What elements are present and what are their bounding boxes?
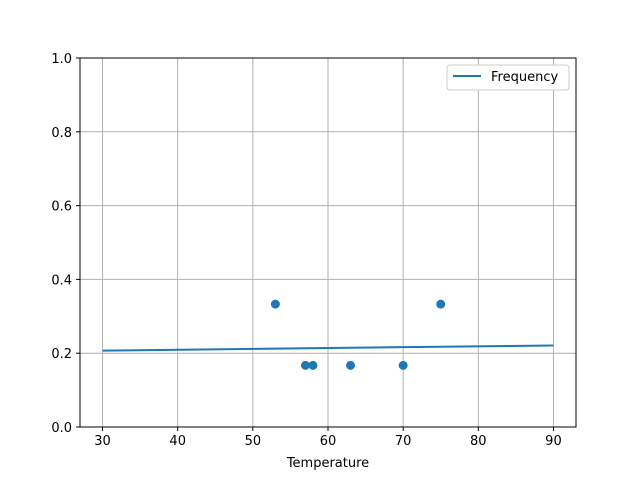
legend: Frequency <box>446 64 570 91</box>
scatter-point <box>346 360 356 370</box>
grid <box>80 57 576 428</box>
ticks: 30 40 50 60 70 80 90 0.0 0.2 0.4 0.6 0.8 1.0 <box>51 52 561 449</box>
y-tick-label: 0.4 <box>51 273 72 288</box>
scatter-point <box>308 360 318 370</box>
scatter-point <box>270 299 280 309</box>
y-tick-label: 0.6 <box>51 200 72 215</box>
y-tick-label: 0.8 <box>51 126 72 141</box>
scatter-point <box>300 360 310 370</box>
x-tick-label: 70 <box>395 434 412 449</box>
y-tick-label: 0.0 <box>51 421 72 436</box>
x-tick-label: 40 <box>169 434 186 449</box>
x-tick-label: 80 <box>470 434 487 449</box>
legend-label: Frequency <box>491 70 558 85</box>
y-tick-label: 0.2 <box>51 347 72 362</box>
y-tick-label: 1.0 <box>51 52 72 67</box>
scatter-point <box>398 360 408 370</box>
scatter-point <box>436 299 446 309</box>
marks <box>102 299 554 370</box>
x-tick-label: 90 <box>545 434 562 449</box>
x-axis-label: Temperature <box>286 456 369 471</box>
x-tick-label: 50 <box>245 434 262 449</box>
x-tick-label: 60 <box>320 434 337 449</box>
frequency-line <box>102 344 554 352</box>
x-tick-label: 30 <box>94 434 111 449</box>
